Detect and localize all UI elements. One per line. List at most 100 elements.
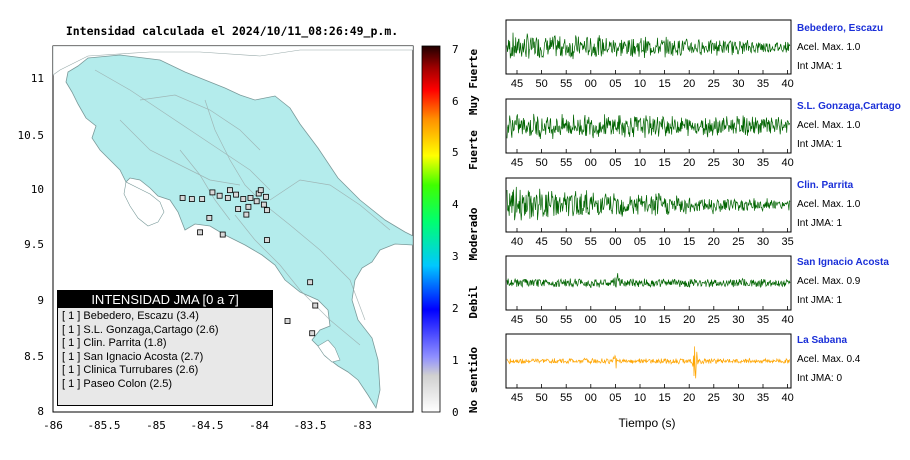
station-marker — [233, 191, 239, 198]
colorbar-label: Moderado — [467, 207, 480, 260]
waveform-tick-label: 10 — [634, 157, 646, 169]
station-info: S.L. Gonzaga,Cartago Acel. Max. 1.0 Int … — [797, 101, 901, 151]
time-axis-label: Tiempo (s) — [619, 416, 676, 430]
waveform-tick-label: 45 — [511, 392, 523, 404]
station-int: Int JMA: 1 — [797, 218, 843, 229]
waveform-tick-label: 15 — [683, 236, 695, 248]
map-x-tick: -86 — [43, 419, 63, 432]
station-marker — [227, 187, 233, 194]
waveform-tick-label: 40 — [781, 157, 793, 169]
legend-item: [ 1 ] S.L. Gonzaga,Cartago (2.6) — [62, 323, 219, 336]
waveform-tick-label: 40 — [511, 236, 523, 248]
colorbar-tick: 6 — [452, 95, 459, 108]
station-info: La Sabana Acel. Max. 0.4 Int JMA: 0 — [797, 335, 860, 385]
station-marker — [197, 229, 203, 236]
waveform-tick-label: 25 — [732, 236, 744, 248]
station-marker — [199, 196, 206, 202]
nicaragua-land — [53, 46, 413, 76]
station-marker — [235, 206, 242, 212]
station-acel: Acel. Max. 0.4 — [797, 354, 861, 365]
map-y-tick: 8 — [37, 405, 44, 418]
waveform-panels: 45 50 55 00 05 10 15 20 25 30 35 40 45 50 55 00 05 10 15 20… — [505, 19, 794, 404]
station-int: Int JMA: 1 — [797, 295, 843, 306]
station-marker — [264, 237, 270, 243]
waveform-tick-label: 45 — [535, 236, 547, 248]
station-marker — [247, 195, 254, 201]
map-title: Intensidad calculada el 2024/10/11_08:26… — [66, 24, 398, 39]
colorbar-tick: 3 — [452, 250, 459, 263]
waveform-trace — [506, 346, 791, 379]
station-marker — [309, 330, 316, 337]
station-int: Int JMA: 0 — [797, 373, 843, 384]
station-marker — [284, 318, 291, 324]
station-info: San Ignacio Acosta Acel. Max. 0.9 Int JM… — [797, 257, 889, 307]
waveform-tick-label: 35 — [781, 236, 793, 248]
waveform-trace — [506, 186, 791, 221]
station-acel: Acel. Max. 1.0 — [797, 199, 861, 210]
colorbar-label: Debil — [467, 285, 480, 318]
station-name: La Sabana — [797, 335, 848, 346]
legend-item: [ 1 ] Bebedero, Escazu (3.4) — [62, 310, 199, 322]
waveform-tick-label: 30 — [732, 392, 744, 404]
station-marker — [219, 231, 226, 238]
station-name: Clin. Parrita — [797, 180, 854, 191]
waveform-tick-label: 55 — [560, 314, 572, 326]
map-x-tick: -83 — [352, 419, 372, 432]
station-marker — [260, 201, 267, 208]
waveform-tick-label: 35 — [757, 78, 769, 90]
waveform-tick-label: 10 — [658, 236, 670, 248]
station-marker — [263, 193, 269, 200]
colorbar-label: No sentido — [467, 347, 480, 414]
waveform-tick-label: 20 — [683, 314, 695, 326]
waveform-trace — [506, 113, 791, 140]
waveform-tick-label: 05 — [609, 392, 621, 404]
map-y-tick: 9 — [37, 294, 44, 307]
station-marker — [245, 203, 252, 210]
waveform-tick-label: 45 — [511, 78, 523, 90]
station-markers — [179, 187, 319, 337]
waveform-tick-label: 35 — [757, 157, 769, 169]
station-acel: Acel. Max. 1.0 — [797, 42, 861, 53]
legend-item: [ 1 ] San Ignacio Acosta (2.7) — [62, 350, 204, 363]
map-x-tick: -85.5 — [87, 419, 120, 432]
waveform-tick-label: 00 — [585, 314, 597, 326]
waveform-trace — [506, 32, 791, 60]
waveform-tick-label: 05 — [609, 78, 621, 90]
map-y-tick: 10.5 — [18, 129, 45, 142]
station-info: Clin. Parrita Acel. Max. 1.0 Int JMA: 1 — [797, 180, 860, 230]
colorbar-tick: 0 — [452, 406, 459, 419]
colorbar-tick: 1 — [452, 354, 459, 367]
waveform-tick-label: 50 — [535, 392, 547, 404]
waveform-tick-label: 15 — [658, 314, 670, 326]
map-y-axis: 11 10.5 10 9.5 9 8.5 8 — [18, 72, 45, 418]
waveform-tick-label: 35 — [757, 314, 769, 326]
map-x-tick: -84.5 — [190, 419, 223, 432]
map-x-tick: -85 — [146, 419, 166, 432]
station-marker — [179, 195, 186, 201]
station-marker — [312, 302, 319, 309]
waveform-tick-label: 35 — [757, 392, 769, 404]
waveform-tick-label: 20 — [683, 78, 695, 90]
waveform-tick-label: 25 — [708, 314, 720, 326]
waveform-tick-label: 55 — [560, 157, 572, 169]
colorbar-tick: 2 — [452, 302, 459, 315]
waveform-tick-label: 00 — [585, 78, 597, 90]
waveform-tick-label: 15 — [658, 157, 670, 169]
legend-item: [ 1 ] Clin. Parrita (1.8) — [62, 337, 167, 349]
waveform-tick-label: 10 — [634, 78, 646, 90]
colorbar: 0 1 2 3 4 5 6 7 No sentido Debil Moderad… — [421, 43, 480, 419]
station-marker — [253, 198, 260, 205]
waveform-tick-label: 50 — [560, 236, 572, 248]
station-name: S.L. Gonzaga,Cartago — [797, 101, 901, 112]
map-x-tick: -84 — [249, 419, 269, 432]
legend-list: [ 1 ] Bebedero, Escazu (3.4) [ 1 ] S.L. … — [58, 310, 272, 391]
map-x-axis: -86 -85.5 -85 -84.5 -84 -83.5 -83 — [43, 419, 372, 432]
station-int: Int JMA: 1 — [797, 61, 843, 72]
station-marker — [224, 195, 231, 201]
waveform-tick-label: 20 — [708, 236, 720, 248]
waveform-tick-label: 25 — [708, 392, 720, 404]
waveform-tick-label: 25 — [708, 78, 720, 90]
map-y-tick: 11 — [31, 72, 44, 85]
waveform-tick-label: 00 — [585, 157, 597, 169]
